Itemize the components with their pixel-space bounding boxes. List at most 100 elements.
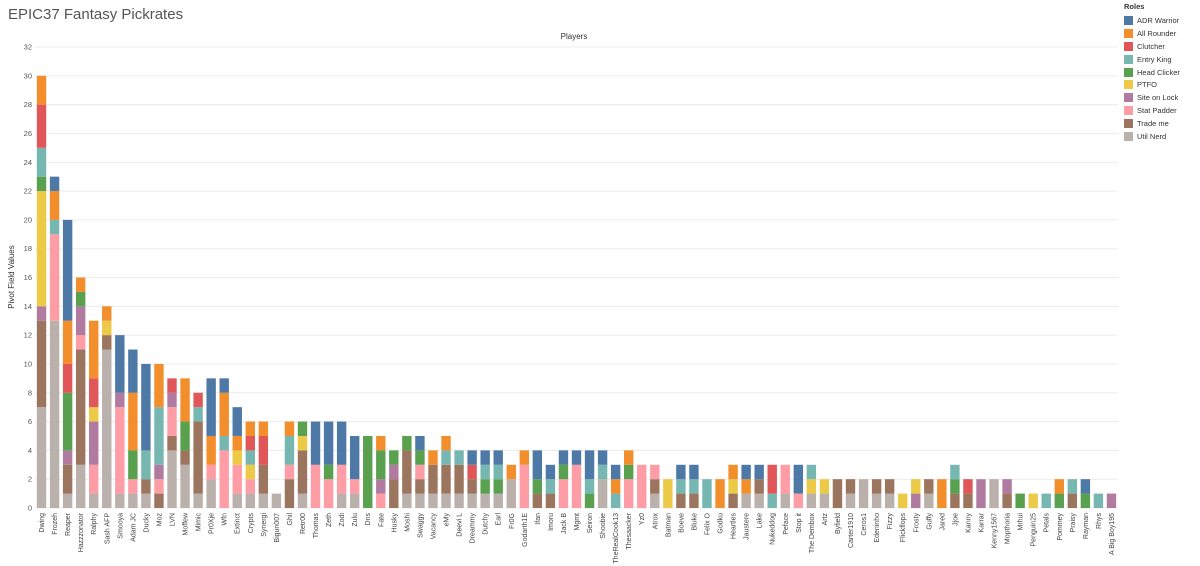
bar-segment-all-rounder[interactable] [245,421,255,436]
bar-segment-all-rounder[interactable] [519,450,530,465]
bar-segment-adr-warrior[interactable] [584,450,595,480]
bar-segment-trade-me[interactable] [467,479,477,494]
bar-segment-head-clicker[interactable] [128,450,138,480]
bar-segment-site-on-lock[interactable] [976,479,986,508]
bar-segment-util-nerd[interactable] [271,493,282,508]
bar-segment-entry-king[interactable] [141,450,151,480]
bar-segment-site-on-lock[interactable] [1002,479,1012,494]
bar-segment-entry-king[interactable] [1093,493,1104,508]
bar-segment-stat-padder[interactable] [89,464,99,494]
bar-segment-util-nerd[interactable] [428,493,438,508]
bar-segment-head-clicker[interactable] [75,291,86,307]
bar-segment-stat-padder[interactable] [623,479,634,508]
legend-item[interactable]: Clutcher [1124,40,1198,53]
bar-segment-stat-padder[interactable] [219,450,229,508]
bar-segment-adr-warrior[interactable] [219,378,229,393]
bar-segment-adr-warrior[interactable] [115,335,125,393]
bar-segment-head-clicker[interactable] [297,421,308,436]
bar-segment-clutcher[interactable] [467,464,477,480]
bar-segment-ptfo[interactable] [1028,493,1038,508]
bar-segment-util-nerd[interactable] [493,493,503,508]
bar-segment-head-clicker[interactable] [532,479,543,494]
bar-segment-head-clicker[interactable] [1080,493,1091,508]
bar-segment-stat-padder[interactable] [167,407,177,436]
bar-segment-util-nerd[interactable] [480,493,490,508]
bar-segment-adr-warrior[interactable] [480,450,490,465]
bar-segment-entry-king[interactable] [689,479,699,494]
bar-segment-entry-king[interactable] [597,464,608,480]
bar-segment-all-rounder[interactable] [75,277,86,292]
bar-segment-trade-me[interactable] [36,320,47,408]
bar-segment-util-nerd[interactable] [141,493,151,508]
bar-segment-head-clicker[interactable] [1015,493,1025,508]
bar-segment-head-clicker[interactable] [323,464,334,480]
bar-segment-util-nerd[interactable] [884,493,895,508]
bar-segment-util-nerd[interactable] [845,493,856,508]
bar-segment-trade-me[interactable] [545,493,556,508]
legend-item[interactable]: Util Nerd [1124,130,1198,143]
bar-segment-trade-me[interactable] [884,479,895,494]
bar-segment-entry-king[interactable] [493,464,503,480]
bar-segment-head-clicker[interactable] [480,479,490,494]
bar-segment-adr-warrior[interactable] [336,421,347,465]
bar-segment-adr-warrior[interactable] [545,464,556,480]
bar-segment-clutcher[interactable] [62,363,73,393]
legend-item[interactable]: PTFO [1124,78,1198,91]
bar-segment-clutcher[interactable] [89,378,99,408]
bar-segment-adr-warrior[interactable] [741,464,751,480]
bar-segment-adr-warrior[interactable] [206,378,216,436]
bar-segment-trade-me[interactable] [75,349,86,465]
bar-segment-all-rounder[interactable] [741,479,751,494]
bar-segment-ptfo[interactable] [819,479,830,494]
bar-segment-util-nerd[interactable] [49,320,60,508]
bar-segment-all-rounder[interactable] [728,464,738,480]
bar-segment-entry-king[interactable] [545,479,556,494]
bar-segment-all-rounder[interactable] [102,306,112,321]
bar-segment-site-on-lock[interactable] [911,493,921,508]
bar-segment-clutcher[interactable] [767,464,777,494]
bar-segment-stat-padder[interactable] [637,464,647,508]
bar-segment-entry-king[interactable] [284,435,295,465]
bar-segment-trade-me[interactable] [62,464,73,494]
bar-segment-util-nerd[interactable] [245,493,255,508]
bar-segment-head-clicker[interactable] [389,450,399,465]
bar-segment-adr-warrior[interactable] [62,219,73,321]
bar-segment-adr-warrior[interactable] [141,363,151,451]
bar-segment-entry-king[interactable] [767,493,777,508]
bar-segment-all-rounder[interactable] [441,435,451,451]
bar-segment-all-rounder[interactable] [206,435,216,465]
bar-segment-util-nerd[interactable] [62,493,73,508]
bar-segment-adr-warrior[interactable] [754,464,764,480]
bar-segment-trade-me[interactable] [871,479,882,494]
bar-segment-all-rounder[interactable] [89,320,99,379]
bar-segment-entry-king[interactable] [610,493,621,508]
bar-segment-stat-padder[interactable] [128,479,138,494]
bar-segment-adr-warrior[interactable] [415,435,425,451]
bar-segment-entry-king[interactable] [702,479,712,508]
bar-segment-stat-padder[interactable] [206,464,216,480]
bar-segment-util-nerd[interactable] [780,493,790,508]
bar-segment-adr-warrior[interactable] [597,450,608,465]
bar-segment-all-rounder[interactable] [428,450,438,465]
legend-item[interactable]: ADR Warrior [1124,14,1198,27]
bar-segment-all-rounder[interactable] [36,75,47,105]
bar-segment-head-clicker[interactable] [62,392,73,451]
bar-segment-entry-king[interactable] [584,479,595,494]
bar-segment-stat-padder[interactable] [232,464,242,494]
bar-segment-ptfo[interactable] [898,493,908,508]
bar-segment-ptfo[interactable] [89,407,99,422]
bar-segment-trade-me[interactable] [832,479,843,508]
bar-segment-ptfo[interactable] [36,191,47,307]
bar-segment-all-rounder[interactable] [284,421,295,436]
bar-segment-trade-me[interactable] [284,479,295,508]
bar-segment-stat-padder[interactable] [376,493,386,508]
bar-segment-trade-me[interactable] [193,421,203,494]
bar-segment-trade-me[interactable] [415,479,425,494]
bar-segment-adr-warrior[interactable] [493,450,503,465]
bar-segment-trade-me[interactable] [154,493,164,508]
bar-segment-util-nerd[interactable] [167,450,177,508]
bar-segment-head-clicker[interactable] [493,479,503,494]
bar-segment-trade-me[interactable] [924,479,934,494]
bar-segment-stat-padder[interactable] [49,234,60,321]
bar-segment-trade-me[interactable] [180,450,190,465]
